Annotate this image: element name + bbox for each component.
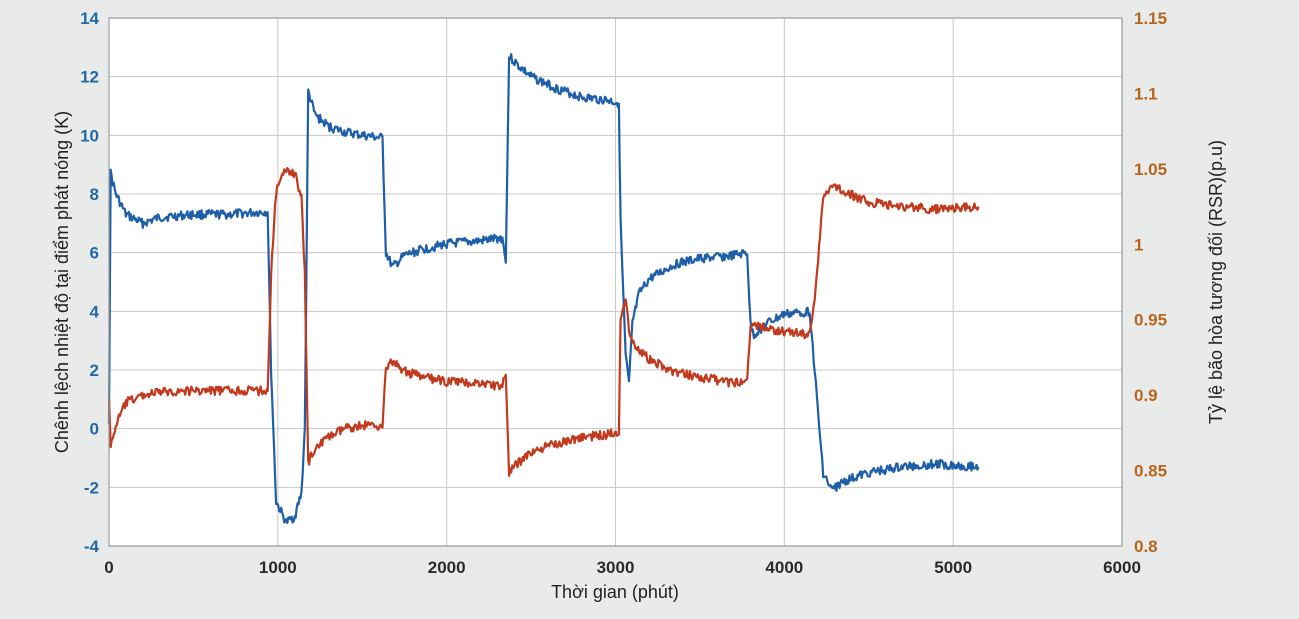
y-right-tick-label: 0.95 [1134,311,1167,330]
y-axis-right-title: Tỷ lệ bão hòa tương đối (RSR)(p.u) [1206,140,1226,424]
y-left-tick-label: 12 [80,68,99,87]
y-left-tick-label: 14 [80,9,99,28]
series-line-rsr [107,167,980,477]
y-left-tick-label: -2 [84,478,99,497]
y-right-tick-label: 0.8 [1134,537,1158,556]
x-tick-label: 0 [104,558,113,577]
y-axis-left-title: Chênh lệch nhiệt độ tại điểm phát nóng (… [52,111,72,453]
x-tick-label: 6000 [1103,558,1141,577]
y-left-tick-label: 2 [90,361,99,380]
y-right-tick-label: 0.9 [1134,386,1158,405]
y-left-tick-label: 10 [80,126,99,145]
y-right-tick-label: 1 [1134,235,1143,254]
x-tick-label: 4000 [765,558,803,577]
series-line-temperature-difference [107,53,980,524]
y-left-tick-label: -4 [84,537,100,556]
x-tick-label: 3000 [597,558,635,577]
y-left-tick-label: 0 [90,420,99,439]
y-right-tick-label: 1.05 [1134,160,1167,179]
plot-frame [108,17,1123,547]
x-tick-label: 5000 [934,558,972,577]
x-tick-label: 2000 [428,558,466,577]
y-right-tick-label: 0.85 [1134,462,1167,481]
y-left-tick-label: 8 [90,185,99,204]
tick-labels: 0 1000 2000 3000 4000 5000 6000 -4 -2 0 2 4 6 8 10 12 14… [80,9,1167,577]
y-right-tick-label: 1.1 [1134,84,1158,103]
x-axis-title: Thời gian (phút) [551,582,679,602]
series-layer [107,53,980,524]
y-right-tick-label: 1.15 [1134,9,1167,28]
y-left-tick-label: 4 [90,302,100,321]
y-left-tick-label: 6 [90,244,99,263]
x-tick-label: 1000 [259,558,297,577]
